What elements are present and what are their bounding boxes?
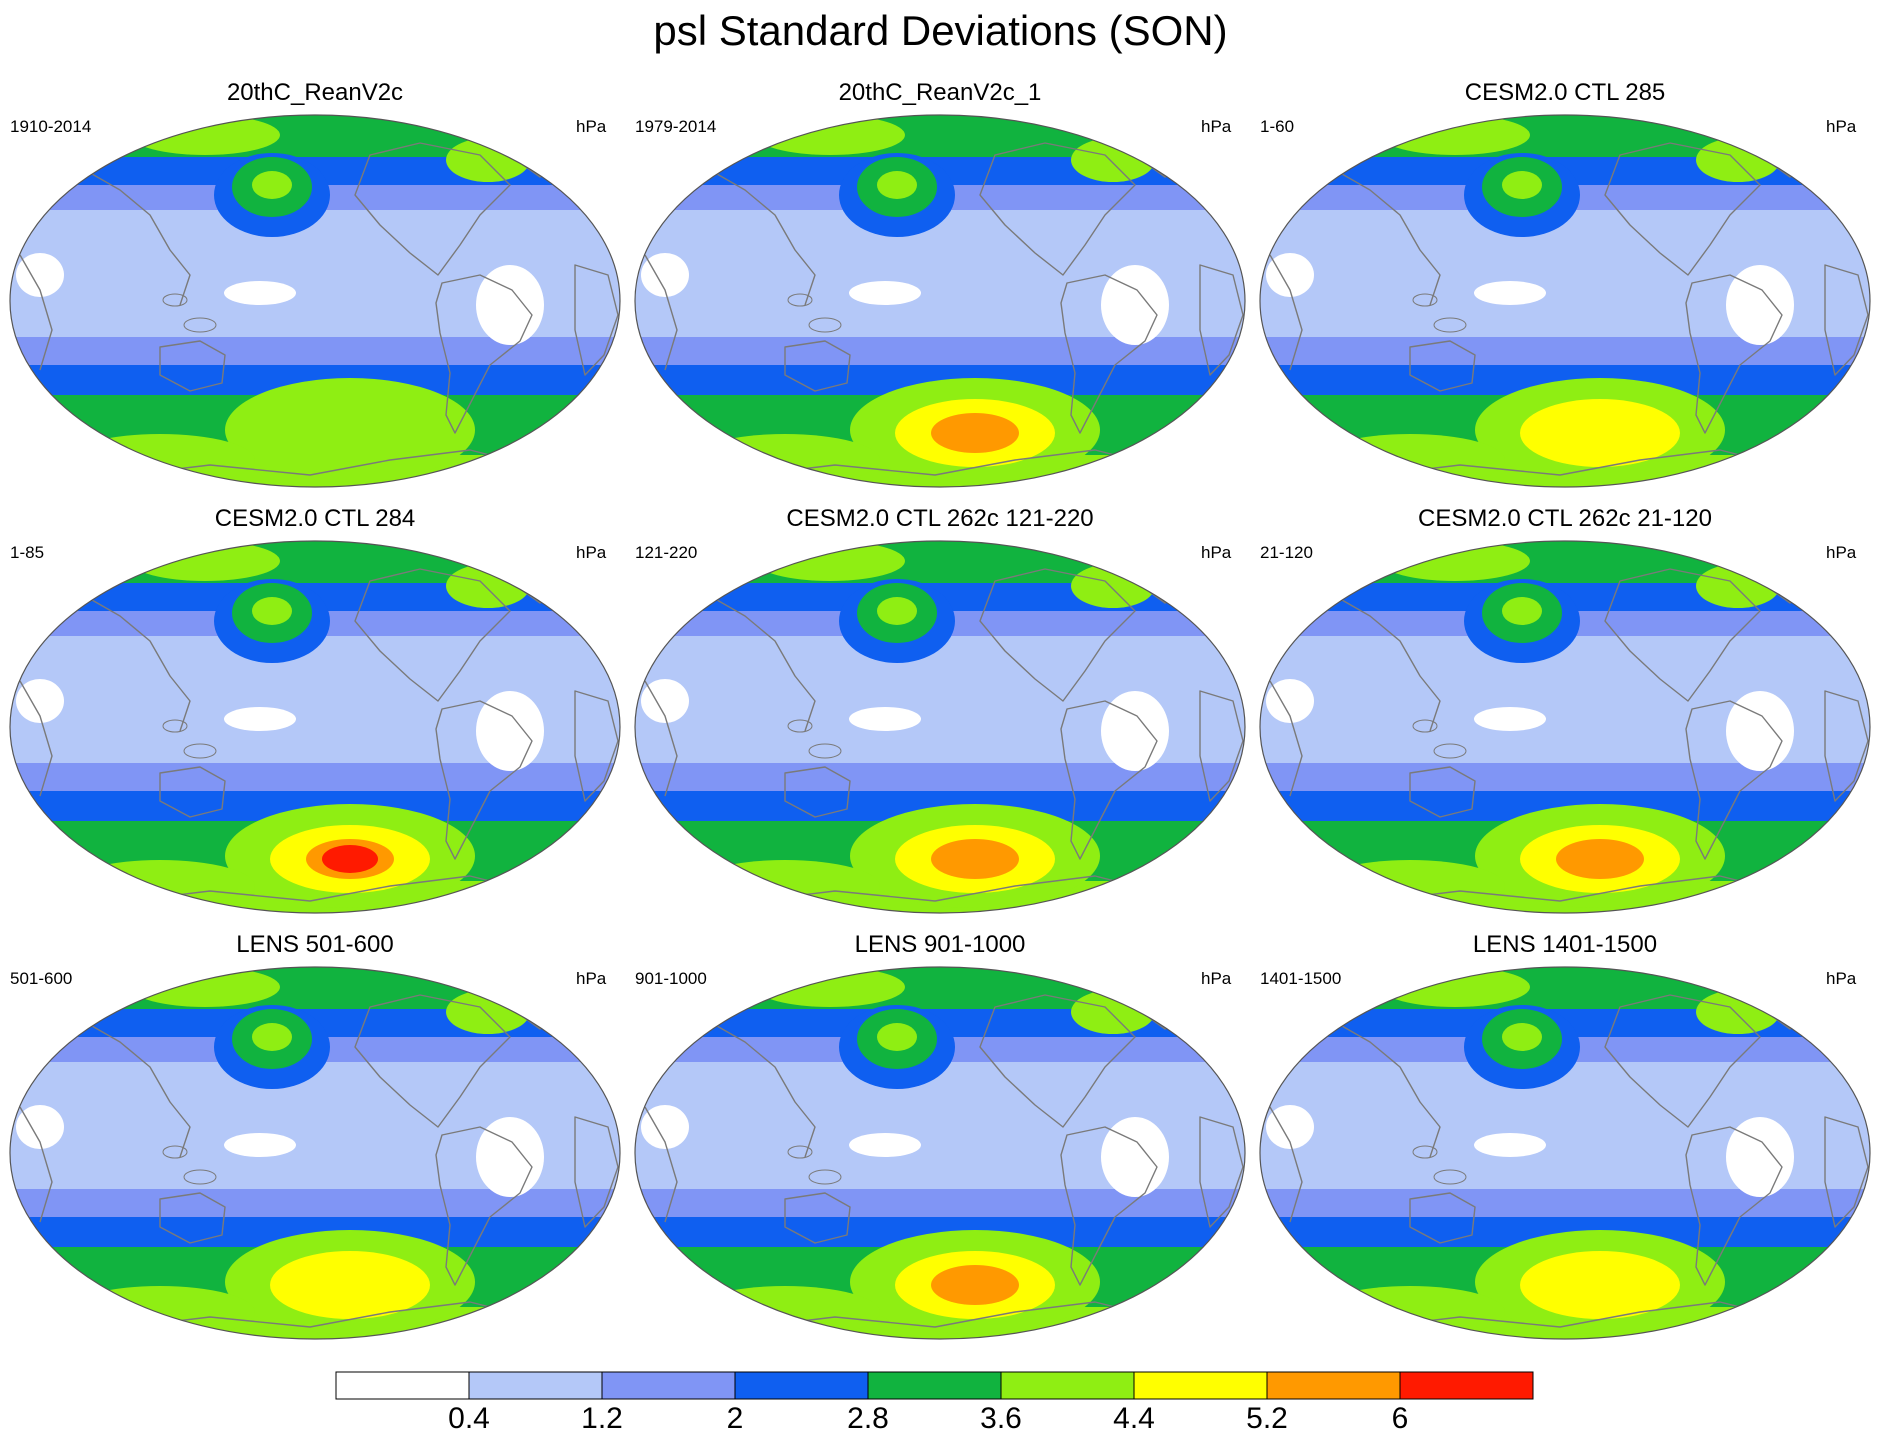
- panel-period: 1910-2014: [10, 117, 92, 136]
- coastlines: [1269, 552, 1869, 904]
- panel-period: 1979-2014: [635, 117, 717, 136]
- panel-title: LENS 901-1000: [854, 931, 1026, 958]
- panel-period: 21-120: [1260, 543, 1313, 562]
- panel-title: LENS 501-600: [236, 931, 394, 958]
- colorbar-box: [1000, 1371, 1135, 1400]
- panel-title: CESM2.0 CTL 284: [214, 505, 416, 532]
- colorbar-box: [1133, 1371, 1268, 1400]
- map-panel: [1259, 540, 1871, 914]
- colorbar-box: [867, 1371, 1002, 1400]
- panel-units: hPa: [1201, 969, 1232, 988]
- colorbar-tick-label: 2: [726, 1402, 744, 1435]
- coastlines: [19, 978, 619, 1330]
- coastlines: [1269, 978, 1869, 1330]
- panel-period: 121-220: [635, 543, 698, 562]
- panel-units: hPa: [1826, 543, 1857, 562]
- panel-units: hPa: [1826, 969, 1857, 988]
- main-title: psl Standard Deviations (SON): [653, 7, 1228, 54]
- panel-title: CESM2.0 CTL 262c 21-120: [1418, 505, 1712, 532]
- panel-period: 1401-1500: [1260, 969, 1342, 988]
- colorbar-tick-label: 1.2: [581, 1402, 623, 1435]
- panel-units: hPa: [1201, 117, 1232, 136]
- panel-units: hPa: [1826, 117, 1857, 136]
- colorbar-tick-label: 5.2: [1246, 1402, 1288, 1435]
- panel-units: hPa: [576, 543, 607, 562]
- colorbar-tick-label: 0.4: [448, 1402, 490, 1435]
- colorbar-box: [1266, 1371, 1401, 1400]
- colorbar-tick-label: 4.4: [1113, 1402, 1155, 1435]
- panel-title: LENS 1401-1500: [1472, 931, 1658, 958]
- colorbar-tick-label: 6: [1391, 1402, 1409, 1435]
- panel-title: CESM2.0 CTL 262c 121-220: [786, 505, 1094, 532]
- panel-period: 901-1000: [635, 969, 707, 988]
- panel-units: hPa: [1201, 543, 1232, 562]
- panel-units: hPa: [576, 117, 607, 136]
- panel-title: 20thC_ReanV2c_1: [838, 79, 1042, 106]
- panel-title: 20thC_ReanV2c: [226, 79, 404, 106]
- colorbar-tick-label: 2.8: [847, 1402, 889, 1435]
- panel-period: 1-60: [1260, 117, 1295, 136]
- colorbar-box: [468, 1371, 603, 1400]
- panel-period: 501-600: [10, 969, 73, 988]
- colorbar-box: [335, 1371, 470, 1400]
- panel-period: 1-85: [10, 543, 45, 562]
- panel-title: CESM2.0 CTL 285: [1464, 79, 1666, 106]
- colorbar-tick-label: 3.6: [980, 1402, 1022, 1435]
- coastlines: [1269, 126, 1869, 478]
- panel-units: hPa: [576, 969, 607, 988]
- colorbar-box: [1399, 1371, 1534, 1400]
- colorbar-box: [601, 1371, 736, 1400]
- colorbar-box: [734, 1371, 869, 1400]
